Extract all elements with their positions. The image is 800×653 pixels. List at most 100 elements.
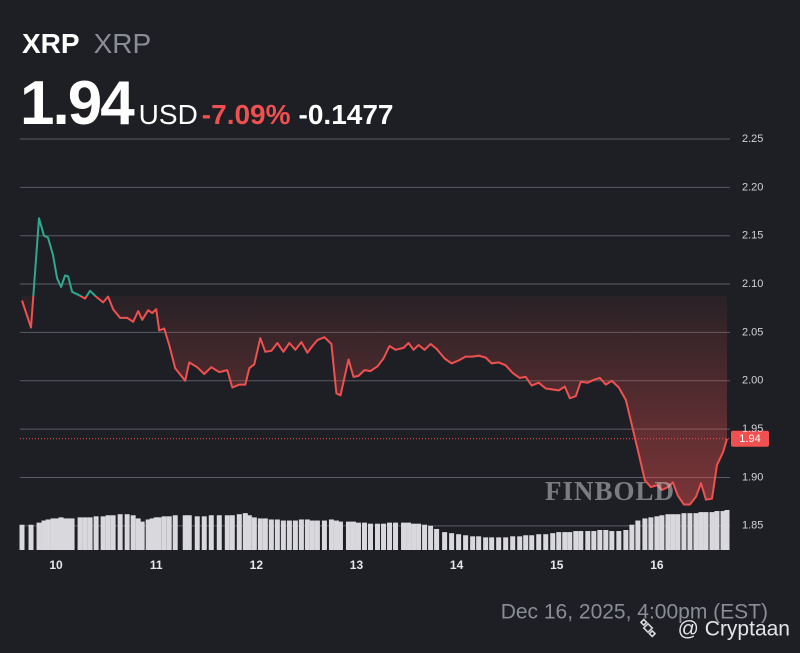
volume-bar (367, 523, 373, 550)
volume-bar (105, 515, 111, 550)
volume-bar (470, 536, 476, 550)
volume-bar (242, 513, 248, 550)
volume-bar (257, 518, 263, 550)
volume-bar (224, 515, 230, 550)
volume-bar (449, 533, 455, 550)
volume-bar (166, 516, 172, 550)
volume-bar (194, 516, 200, 550)
volume-bar (714, 511, 720, 550)
volume-bar (156, 517, 162, 550)
volume-bar (309, 520, 315, 550)
volume-bar (591, 531, 597, 550)
volume-bar (93, 516, 99, 550)
volume-bar (687, 513, 693, 550)
volume-bar (659, 515, 665, 550)
volume-bar (642, 518, 648, 550)
asset-name: XRP (93, 28, 152, 59)
volume-bar (69, 518, 75, 550)
volume-bar (543, 534, 549, 550)
x-tick-label: 10 (49, 558, 63, 572)
last-price-label: 1.94 (739, 433, 760, 445)
volume-bar (361, 522, 367, 550)
volume-bar (186, 515, 192, 550)
volume-bar (585, 531, 591, 550)
volume-bar (135, 518, 141, 550)
credit: @ Cryptaan (678, 618, 790, 641)
y-tick-label: 2.20 (742, 181, 763, 193)
volume-bar (675, 514, 681, 550)
y-tick-label: 2.10 (742, 278, 763, 290)
price-area (22, 295, 727, 505)
y-tick-label: 1.95 (742, 423, 763, 435)
volume-bar (182, 515, 188, 550)
volume-bar (387, 522, 393, 550)
volume-bar (328, 519, 334, 550)
volume-bar (496, 537, 502, 550)
volume-bar (130, 515, 136, 550)
volume-bar (567, 532, 573, 550)
y-tick-label: 1.90 (742, 471, 763, 483)
volume-bar (124, 514, 130, 550)
volume-bar (375, 523, 381, 550)
volume-bar (578, 531, 584, 550)
volume-bar (350, 521, 356, 550)
volume-bar (517, 536, 523, 550)
volume-bar (411, 523, 417, 550)
volume-bar (510, 536, 516, 550)
volume-bar (139, 521, 145, 550)
volume-bar (41, 520, 47, 550)
price-header: 1.94 USD -7.09% -0.1477 (20, 68, 393, 139)
volume-bar (597, 530, 603, 550)
volume-bar (161, 516, 167, 550)
volume-bar (345, 521, 351, 550)
volume-bar (434, 528, 440, 550)
volume-bar (333, 520, 339, 550)
currency: USD (138, 99, 198, 130)
volume-bar (274, 519, 280, 550)
volume-bar (201, 516, 207, 550)
volume-bar (406, 522, 412, 550)
volume-bar (87, 517, 93, 550)
volume-bar (693, 513, 699, 550)
volume-bar (314, 520, 320, 550)
volume-bar (503, 537, 509, 550)
volume-bar (50, 518, 56, 550)
volume-bar (529, 535, 535, 550)
volume-bar (536, 534, 542, 550)
x-tick-label: 12 (250, 558, 264, 572)
volume-bar (603, 530, 609, 550)
volume-bar (28, 524, 34, 550)
volume-bar (670, 514, 676, 550)
volume-bar (172, 515, 178, 550)
y-tick-label: 2.00 (742, 375, 763, 387)
volume-bar (321, 520, 327, 550)
volume-bar (476, 536, 482, 550)
volume-bar (145, 519, 151, 550)
volume-bar (65, 518, 71, 550)
volume-bar (442, 532, 448, 550)
volume-bar (110, 515, 116, 550)
symbol: XRP (22, 28, 80, 59)
y-tick-label: 1.85 (742, 520, 763, 532)
volume-bar (654, 516, 660, 550)
volume-bar (58, 517, 64, 550)
volume-bar (681, 513, 687, 550)
volume-bar (304, 519, 310, 550)
volume-bar (401, 522, 407, 550)
volume-bar (463, 535, 469, 550)
price: 1.94 (20, 69, 135, 138)
volume-bar (100, 516, 106, 550)
volume-bar (703, 512, 709, 550)
volume-bar (428, 525, 434, 550)
volume-bar (422, 524, 428, 550)
volume-bar (562, 532, 568, 550)
volume-bar (117, 514, 123, 550)
volume-bar (556, 532, 562, 550)
timestamp: Dec 16, 2025, 4:00pm (EST) (501, 601, 768, 624)
volume-bar (724, 510, 730, 550)
volume-bar (709, 512, 715, 550)
volume-bar (616, 531, 622, 550)
volume-bar (82, 517, 88, 550)
x-tick-label: 16 (650, 558, 664, 572)
